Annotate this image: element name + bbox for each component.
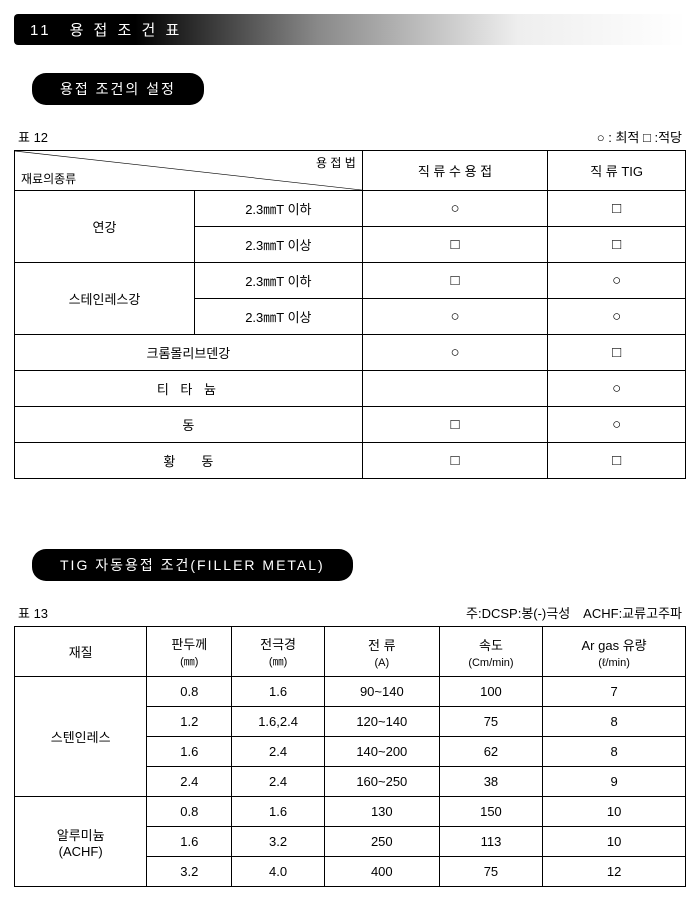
value-cell: 100 [439,677,542,707]
value-cell: □ [548,443,686,479]
value-cell: 2.4 [232,737,325,767]
table-row: 동 □ ○ [15,407,686,443]
col-header: 속도(Cm/min) [439,627,542,677]
value-cell: 113 [439,827,542,857]
table-row: 연강 2.3㎜T 이하 ○ □ [15,191,686,227]
material-cell: 스테인레스강 [15,263,195,335]
material-cell: 크롬몰리브덴강 [15,335,363,371]
value-cell: 250 [324,827,439,857]
value-cell: 9 [543,767,686,797]
diag-bottom-label: 재료의종류 [21,170,76,187]
table-row: 황 동 □ □ [15,443,686,479]
value-cell: □ [548,335,686,371]
value-cell: 12 [543,857,686,887]
col-header: 전극경(㎜) [232,627,325,677]
value-cell: ○ [362,299,547,335]
value-cell: ○ [548,299,686,335]
value-cell: 8 [543,707,686,737]
material-cell: 황 동 [15,443,363,479]
value-cell: 2.4 [232,767,325,797]
value-cell: ○ [362,335,547,371]
value-cell: 150 [439,797,542,827]
thickness-cell: 2.3㎜T 이하 [194,191,362,227]
value-cell: ○ [362,191,547,227]
value-cell: 120~140 [324,707,439,737]
page-title-bar: 11 용 접 조 건 표 [14,14,686,45]
table12-caption: 표 12 ○ : 최적 □ :적당 [14,127,686,146]
value-cell: 160~250 [324,767,439,797]
value-cell: 62 [439,737,542,767]
value-cell: 3.2 [232,827,325,857]
value-cell: 75 [439,857,542,887]
diag-top-label: 용 접 법 [316,154,356,171]
value-cell: ○ [548,407,686,443]
value-cell: 0.8 [147,797,232,827]
value-cell: 1.6 [232,677,325,707]
table13-note: 주:DCSP:봉(-)극성 ACHF:교류고주파 [466,603,682,622]
value-cell: □ [548,191,686,227]
value-cell: 3.2 [147,857,232,887]
table12-legend: ○ : 최적 □ :적당 [597,127,682,146]
value-cell: 140~200 [324,737,439,767]
value-cell: 7 [543,677,686,707]
material-cell: 동 [15,407,363,443]
table13-label: 표 13 [18,603,48,622]
col-header: 전 류(A) [324,627,439,677]
col-header: 직 류 TIG [548,151,686,191]
col-header: 판두께(㎜) [147,627,232,677]
thickness-cell: 2.3㎜T 이상 [194,299,362,335]
col-header: 재질 [15,627,147,677]
value-cell: ○ [548,371,686,407]
material-cell: 알루미늄(ACHF) [15,797,147,887]
value-cell: 1.6 [147,737,232,767]
thickness-cell: 2.3㎜T 이상 [194,227,362,263]
value-cell: □ [362,263,547,299]
value-cell: □ [548,227,686,263]
value-cell: 90~140 [324,677,439,707]
table-row: 알루미늄(ACHF) 0.8 1.6 130 150 10 [15,797,686,827]
value-cell: 400 [324,857,439,887]
value-cell: 0.8 [147,677,232,707]
value-cell: 38 [439,767,542,797]
table-row: 스테인레스강 2.3㎜T 이하 □ ○ [15,263,686,299]
value-cell: 1.6,2.4 [232,707,325,737]
table12: 용 접 법 재료의종류 직 류 수 용 접 직 류 TIG 연강 2.3㎜T 이… [14,150,686,479]
value-cell: □ [362,407,547,443]
value-cell: ○ [548,263,686,299]
value-cell: 10 [543,797,686,827]
value-cell [362,371,547,407]
diagonal-header: 용 접 법 재료의종류 [15,151,363,191]
table12-label: 표 12 [18,127,48,146]
table-row: 크롬몰리브덴강 ○ □ [15,335,686,371]
value-cell: 4.0 [232,857,325,887]
table-row: 용 접 법 재료의종류 직 류 수 용 접 직 류 TIG [15,151,686,191]
section1-pill: 용접 조건의 설정 [32,73,204,105]
value-cell: □ [362,443,547,479]
value-cell: 1.6 [147,827,232,857]
table-row: 티 타 늄 ○ [15,371,686,407]
value-cell: 130 [324,797,439,827]
value-cell: 1.6 [232,797,325,827]
value-cell: 10 [543,827,686,857]
table-row: 재질 판두께(㎜) 전극경(㎜) 전 류(A) 속도(Cm/min) Ar ga… [15,627,686,677]
table13-caption: 표 13 주:DCSP:봉(-)극성 ACHF:교류고주파 [14,603,686,622]
section2-pill: TIG 자동용접 조건(FILLER METAL) [32,549,353,581]
table13: 재질 판두께(㎜) 전극경(㎜) 전 류(A) 속도(Cm/min) Ar ga… [14,626,686,887]
value-cell: □ [362,227,547,263]
value-cell: 75 [439,707,542,737]
thickness-cell: 2.3㎜T 이하 [194,263,362,299]
col-header: 직 류 수 용 접 [362,151,547,191]
material-cell: 연강 [15,191,195,263]
value-cell: 2.4 [147,767,232,797]
col-header: Ar gas 유량(ℓ/min) [543,627,686,677]
table-row: 스텐인레스 0.8 1.6 90~140 100 7 [15,677,686,707]
material-cell: 티 타 늄 [15,371,363,407]
material-cell: 스텐인레스 [15,677,147,797]
value-cell: 1.2 [147,707,232,737]
value-cell: 8 [543,737,686,767]
